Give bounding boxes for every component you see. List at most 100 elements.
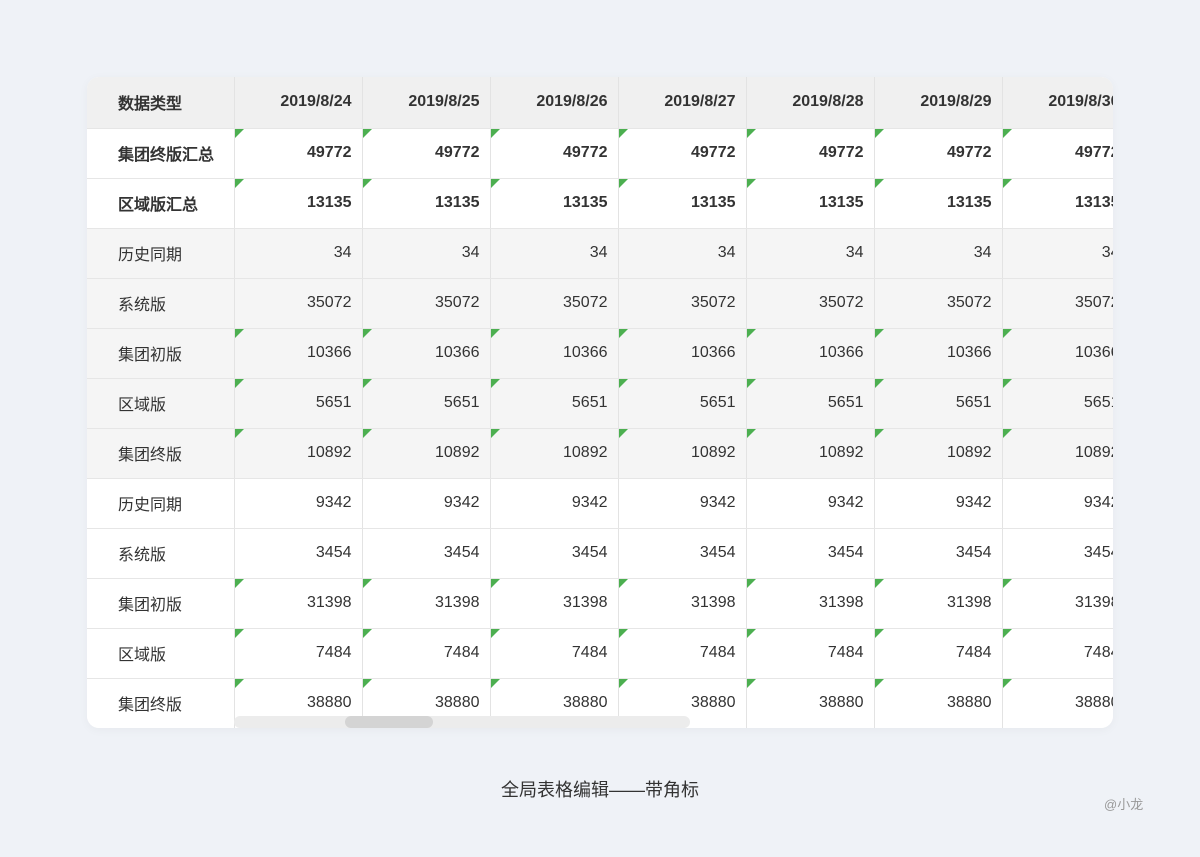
value-cell[interactable]: 49772: [362, 128, 491, 179]
value-cell[interactable]: 3454: [618, 528, 747, 579]
column-header-date[interactable]: 2019/8/30: [1002, 77, 1113, 129]
value-cell[interactable]: 10366: [234, 328, 363, 379]
value-cell[interactable]: 10366: [362, 328, 491, 379]
value-cell[interactable]: 49772: [874, 128, 1003, 179]
value-cell[interactable]: 5651: [874, 378, 1003, 429]
value-cell[interactable]: 7484: [1002, 628, 1113, 679]
value-cell[interactable]: 10892: [362, 428, 491, 479]
value-cell[interactable]: 3454: [746, 528, 875, 579]
value-cell[interactable]: 7484: [618, 628, 747, 679]
value-cell[interactable]: 9342: [874, 478, 1003, 529]
value-cell[interactable]: 35072: [746, 278, 875, 329]
value-cell[interactable]: 34: [490, 228, 619, 279]
value-cell[interactable]: 31398: [746, 578, 875, 629]
value-cell[interactable]: 13135: [234, 178, 363, 229]
value-cell[interactable]: 7484: [874, 628, 1003, 679]
value-cell[interactable]: 38880: [746, 678, 875, 728]
cell-value: 13135: [307, 194, 352, 211]
edited-corner-mark-icon: [490, 328, 500, 338]
value-cell[interactable]: 9342: [234, 478, 363, 529]
value-cell[interactable]: 9342: [1002, 478, 1113, 529]
value-cell[interactable]: 9342: [746, 478, 875, 529]
value-cell[interactable]: 10366: [618, 328, 747, 379]
value-cell[interactable]: 5651: [618, 378, 747, 429]
horizontal-scrollbar[interactable]: [234, 716, 690, 728]
value-cell[interactable]: 5651: [362, 378, 491, 429]
value-cell[interactable]: 10892: [874, 428, 1003, 479]
cell-value: 31398: [947, 594, 992, 611]
cell-value: 34: [333, 244, 352, 261]
value-cell[interactable]: 35072: [362, 278, 491, 329]
value-cell[interactable]: 3454: [1002, 528, 1113, 579]
value-cell[interactable]: 49772: [490, 128, 619, 179]
value-cell[interactable]: 10892: [746, 428, 875, 479]
value-cell[interactable]: 3454: [234, 528, 363, 579]
value-cell[interactable]: 31398: [234, 578, 363, 629]
edited-corner-mark-icon: [362, 678, 372, 688]
value-cell[interactable]: 10366: [490, 328, 619, 379]
value-cell[interactable]: 49772: [234, 128, 363, 179]
column-header-date[interactable]: 2019/8/28: [746, 77, 875, 129]
column-header-date[interactable]: 2019/8/27: [618, 77, 747, 129]
value-cell[interactable]: 9342: [618, 478, 747, 529]
value-cell[interactable]: 34: [1002, 228, 1113, 279]
value-cell[interactable]: 38880: [1002, 678, 1113, 728]
value-cell[interactable]: 7484: [746, 628, 875, 679]
column-header-date[interactable]: 2019/8/29: [874, 77, 1003, 129]
value-cell[interactable]: 35072: [874, 278, 1003, 329]
value-cell[interactable]: 38880: [874, 678, 1003, 728]
value-cell[interactable]: 5651: [746, 378, 875, 429]
value-cell[interactable]: 31398: [618, 578, 747, 629]
value-cell[interactable]: 10366: [746, 328, 875, 379]
cell-value: 13135: [691, 194, 736, 211]
value-cell[interactable]: 34: [874, 228, 1003, 279]
column-header-date[interactable]: 2019/8/24: [234, 77, 363, 129]
scrollbar-thumb[interactable]: [345, 716, 433, 728]
value-cell[interactable]: 3454: [874, 528, 1003, 579]
value-cell[interactable]: 9342: [490, 478, 619, 529]
value-cell[interactable]: 3454: [490, 528, 619, 579]
value-cell[interactable]: 35072: [618, 278, 747, 329]
value-cell[interactable]: 49772: [618, 128, 747, 179]
value-cell[interactable]: 31398: [874, 578, 1003, 629]
value-cell[interactable]: 13135: [490, 178, 619, 229]
value-cell[interactable]: 35072: [490, 278, 619, 329]
column-header-date[interactable]: 2019/8/25: [362, 77, 491, 129]
value-cell[interactable]: 34: [234, 228, 363, 279]
value-cell[interactable]: 34: [746, 228, 875, 279]
value-cell[interactable]: 35072: [234, 278, 363, 329]
value-cell[interactable]: 49772: [746, 128, 875, 179]
value-cell[interactable]: 10892: [234, 428, 363, 479]
value-cell[interactable]: 10892: [490, 428, 619, 479]
value-cell[interactable]: 10892: [618, 428, 747, 479]
value-cell[interactable]: 31398: [490, 578, 619, 629]
column-header-type[interactable]: 数据类型: [87, 77, 235, 129]
cell-value: 49772: [307, 144, 352, 161]
cell-value: 7484: [571, 644, 608, 661]
value-cell[interactable]: 5651: [490, 378, 619, 429]
value-cell[interactable]: 13135: [1002, 178, 1113, 229]
value-cell[interactable]: 13135: [746, 178, 875, 229]
value-cell[interactable]: 9342: [362, 478, 491, 529]
value-cell[interactable]: 7484: [362, 628, 491, 679]
value-cell[interactable]: 3454: [362, 528, 491, 579]
value-cell[interactable]: 31398: [1002, 578, 1113, 629]
value-cell[interactable]: 13135: [362, 178, 491, 229]
value-cell[interactable]: 10366: [874, 328, 1003, 379]
value-cell[interactable]: 13135: [618, 178, 747, 229]
value-cell[interactable]: 35072: [1002, 278, 1113, 329]
table-row: 集团初版 31398 31398 31398 31398 31398 31398 31398: [87, 578, 1113, 629]
value-cell[interactable]: 34: [362, 228, 491, 279]
value-cell[interactable]: 31398: [362, 578, 491, 629]
value-cell[interactable]: 5651: [1002, 378, 1113, 429]
value-cell[interactable]: 7484: [234, 628, 363, 679]
value-cell[interactable]: 34: [618, 228, 747, 279]
cell-value: 34: [717, 244, 736, 261]
value-cell[interactable]: 49772: [1002, 128, 1113, 179]
value-cell[interactable]: 5651: [234, 378, 363, 429]
value-cell[interactable]: 13135: [874, 178, 1003, 229]
value-cell[interactable]: 10892: [1002, 428, 1113, 479]
value-cell[interactable]: 10366: [1002, 328, 1113, 379]
value-cell[interactable]: 7484: [490, 628, 619, 679]
column-header-date[interactable]: 2019/8/26: [490, 77, 619, 129]
